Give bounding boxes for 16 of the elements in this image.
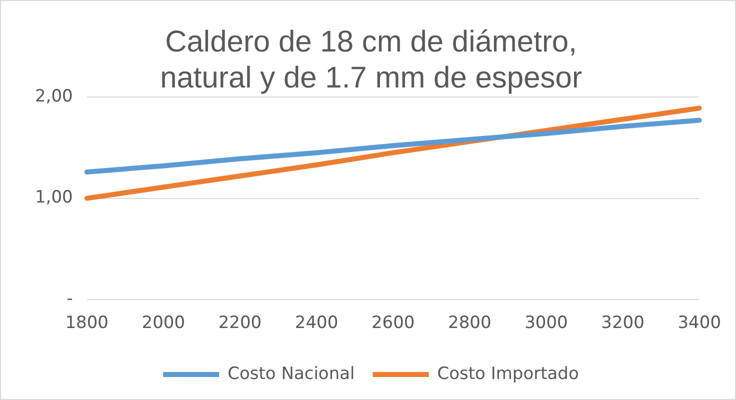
x-tick-label: 2400	[294, 313, 338, 334]
x-tick-label: 2800	[448, 313, 492, 334]
y-tick-label: 2,00	[34, 86, 73, 106]
x-tick-label: 2000	[142, 313, 186, 334]
y-tick-label: 1,00	[34, 188, 73, 208]
text: Caldero de 18 cm de diámetro,	[165, 25, 577, 58]
text: natural y de 1.7 mm de espesor	[160, 61, 582, 94]
x-tick-label: 3000	[524, 313, 568, 334]
x-tick-label: 3200	[601, 313, 644, 334]
x-tick-label: 3400	[678, 313, 721, 334]
x-tick-label: 2200	[218, 313, 262, 334]
y-tick-label: -	[66, 289, 73, 310]
x-tick-label: 1800	[65, 313, 108, 334]
legend-label: Costo Nacional	[228, 364, 355, 384]
x-tick-label: 2600	[371, 313, 415, 334]
legend-label: Costo Importado	[437, 364, 579, 384]
